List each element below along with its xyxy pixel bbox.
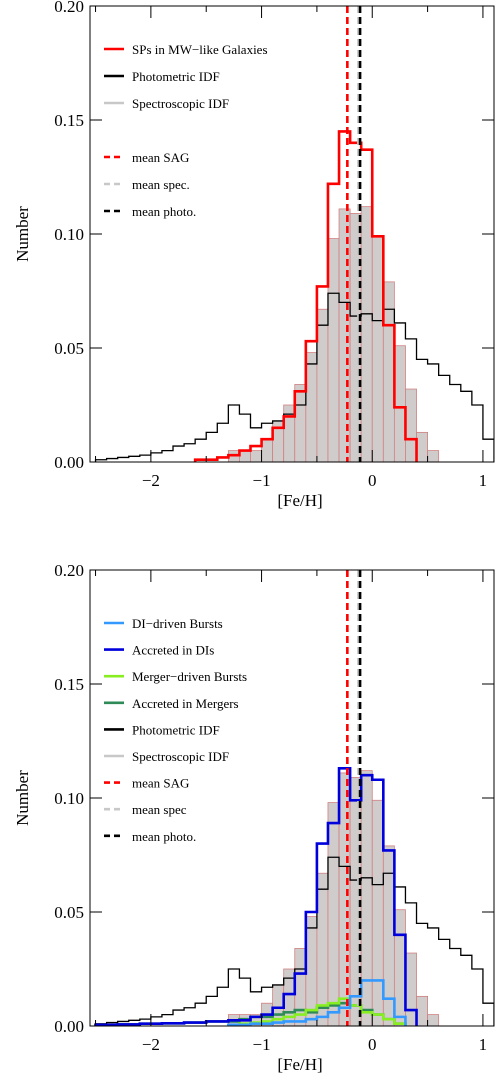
x-tick-label: 0	[368, 471, 377, 490]
y-tick-label: 0.00	[54, 1017, 84, 1036]
spectroscopic-bar	[405, 952, 417, 1026]
y-tick-label: 0.05	[54, 339, 84, 358]
spectroscopic-bar	[239, 450, 251, 462]
spectroscopic-bar	[360, 770, 373, 1026]
legend-label: mean SAG	[132, 150, 189, 165]
step-di-driven-bursts	[227, 979, 407, 1026]
legend-label: Spectroscopic IDF	[132, 96, 229, 111]
x-tick-label: −2	[142, 1035, 160, 1054]
bottom-panel: −2 −1 0 1 0.00 0.05 0.10 0.15 0.20 [Fe/H] Number DI…	[13, 561, 495, 1074]
spectroscopic-bar	[393, 909, 406, 1026]
x-tick-label: 1	[479, 1035, 488, 1054]
spectroscopic-bar	[261, 438, 274, 462]
legend-label: DI−driven Bursts	[132, 616, 223, 631]
spectroscopic-bar	[427, 450, 440, 462]
spectroscopic-bar	[327, 802, 340, 1026]
legend-label: mean spec.	[132, 177, 190, 192]
y-tick-label: 0.10	[54, 225, 84, 244]
spectroscopic-bar	[416, 431, 428, 462]
y-tick-label: 0.10	[54, 789, 84, 808]
legend-label: mean spec	[132, 802, 187, 817]
legend-label: Accreted in DIs	[132, 643, 214, 658]
legend-label: Merger−driven Bursts	[132, 669, 247, 684]
top-panel: −2 −1 0 1 0.00 0.05 0.10 0.15 0.20 [Fe/H] Number SP…	[13, 0, 495, 510]
spectroscopic-bar	[427, 1014, 440, 1026]
legend-label: SPs in MW−like Galaxies	[132, 42, 268, 57]
y-tick-label: 0.00	[54, 453, 84, 472]
legend: DI−driven Bursts Accreted in DIs Merger−dr…	[104, 616, 247, 844]
x-axis-label: [Fe/H]	[277, 1055, 322, 1074]
axes-frame	[89, 569, 495, 1027]
x-tick-label: −1	[253, 471, 271, 490]
spectroscopic-bar	[316, 308, 329, 462]
spectroscopic-bar	[371, 799, 384, 1026]
spectroscopic-bar	[316, 872, 329, 1026]
y-tick-label: 0.20	[54, 561, 84, 580]
y-axis-label: Number	[13, 770, 32, 826]
spectroscopic-bar	[360, 206, 373, 462]
spectroscopic-bar	[294, 384, 307, 462]
spectroscopic-bar	[405, 388, 417, 462]
y-tick-label: 0.05	[54, 903, 84, 922]
step-accreted-in-dis	[94, 767, 418, 1026]
y-tick-label: 0.15	[54, 675, 84, 694]
legend: SPs in MW−like Galaxies Photometric IDF Sp…	[104, 42, 268, 219]
x-axis-label: [Fe/H]	[277, 491, 322, 510]
spectroscopic-bar	[327, 238, 340, 462]
spectroscopic-bar	[305, 352, 318, 462]
legend-label: mean photo.	[132, 829, 196, 844]
legend-label: Photometric IDF	[132, 69, 220, 84]
legend-label: mean SAG	[132, 776, 189, 791]
legend-label: Photometric IDF	[132, 722, 220, 737]
legend-label: Accreted in Mergers	[132, 696, 239, 711]
legend-label: mean photo.	[132, 204, 196, 219]
spectroscopic-bar	[371, 235, 384, 462]
y-axis-label: Number	[13, 206, 32, 262]
step-sps-in-mw-like-galaxies	[193, 130, 418, 462]
plot-area	[94, 570, 494, 1026]
y-tick-label: 0.15	[54, 111, 84, 130]
y-tick-label: 0.20	[54, 0, 84, 16]
spectroscopic-bar	[393, 345, 406, 462]
x-tick-label: −2	[142, 471, 160, 490]
spectroscopic-bar	[250, 450, 262, 462]
x-tick-label: 1	[479, 471, 488, 490]
legend-label: Spectroscopic IDF	[132, 749, 229, 764]
x-tick-label: 0	[368, 1035, 377, 1054]
x-tick-label: −1	[253, 1035, 271, 1054]
spectroscopic-bar	[416, 995, 428, 1026]
